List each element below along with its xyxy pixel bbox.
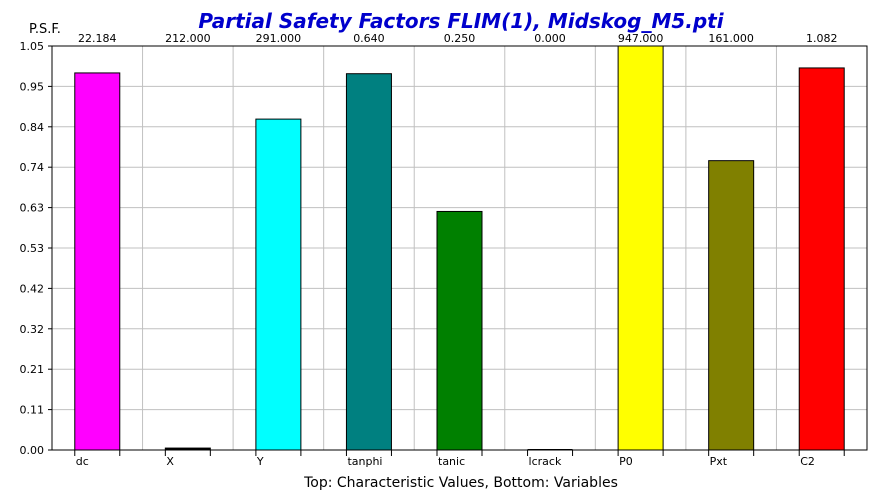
top-value-label: 0.000 bbox=[534, 32, 566, 45]
category-label: Y bbox=[256, 455, 264, 468]
top-value-label: 0.640 bbox=[353, 32, 385, 45]
top-value-label: 212.000 bbox=[165, 32, 211, 45]
top-value-label: 1.082 bbox=[806, 32, 838, 45]
category-label: C2 bbox=[800, 455, 815, 468]
category-label: Pxt bbox=[710, 455, 728, 468]
top-value-label: 291.000 bbox=[256, 32, 302, 45]
category-label: X bbox=[166, 455, 174, 468]
y-tick-label: 0.74 bbox=[20, 161, 45, 174]
category-label: lcrack bbox=[529, 455, 562, 468]
bar-dc bbox=[74, 72, 121, 451]
tick-labels: 1.05 0.95 0.84 0.74 0.63 0.53 0.42 0.32 0.21 0.11… bbox=[20, 32, 838, 468]
y-tick-label: 0.63 bbox=[20, 202, 45, 215]
bars bbox=[74, 45, 845, 451]
chart-title: Partial Safety Factors FLIM(1), Midskog_… bbox=[198, 9, 724, 33]
category-label: P0 bbox=[619, 455, 633, 468]
y-tick-label: 0.32 bbox=[20, 323, 45, 336]
bar-P0 bbox=[617, 45, 664, 451]
axis-ticks bbox=[48, 45, 845, 456]
y-axis-label: P.S.F. bbox=[29, 22, 61, 37]
bar-C2 bbox=[798, 67, 845, 451]
category-label: tanic bbox=[438, 455, 465, 468]
bar-tanic bbox=[436, 210, 483, 451]
top-value-label: 0.250 bbox=[444, 32, 476, 45]
y-tick-label: 0.11 bbox=[20, 404, 45, 417]
bar-tanphi bbox=[345, 73, 392, 451]
bar-Y bbox=[255, 118, 302, 451]
top-value-label: 22.184 bbox=[78, 32, 117, 45]
y-tick-label: 0.84 bbox=[20, 121, 45, 134]
x-axis-label: Top: Characteristic Values, Bottom: Vari… bbox=[303, 475, 618, 491]
y-tick-label: 0.00 bbox=[20, 444, 45, 457]
category-label: dc bbox=[76, 455, 89, 468]
top-value-label: 161.000 bbox=[708, 32, 754, 45]
bar-Pxt bbox=[708, 160, 755, 451]
top-value-label: 947.000 bbox=[618, 32, 664, 45]
y-tick-label: 0.42 bbox=[20, 282, 45, 295]
y-tick-label: 1.05 bbox=[20, 40, 45, 53]
y-tick-label: 0.95 bbox=[20, 80, 45, 93]
y-tick-label: 0.53 bbox=[20, 242, 45, 255]
y-tick-label: 0.21 bbox=[20, 363, 45, 376]
category-label: tanphi bbox=[347, 455, 382, 468]
